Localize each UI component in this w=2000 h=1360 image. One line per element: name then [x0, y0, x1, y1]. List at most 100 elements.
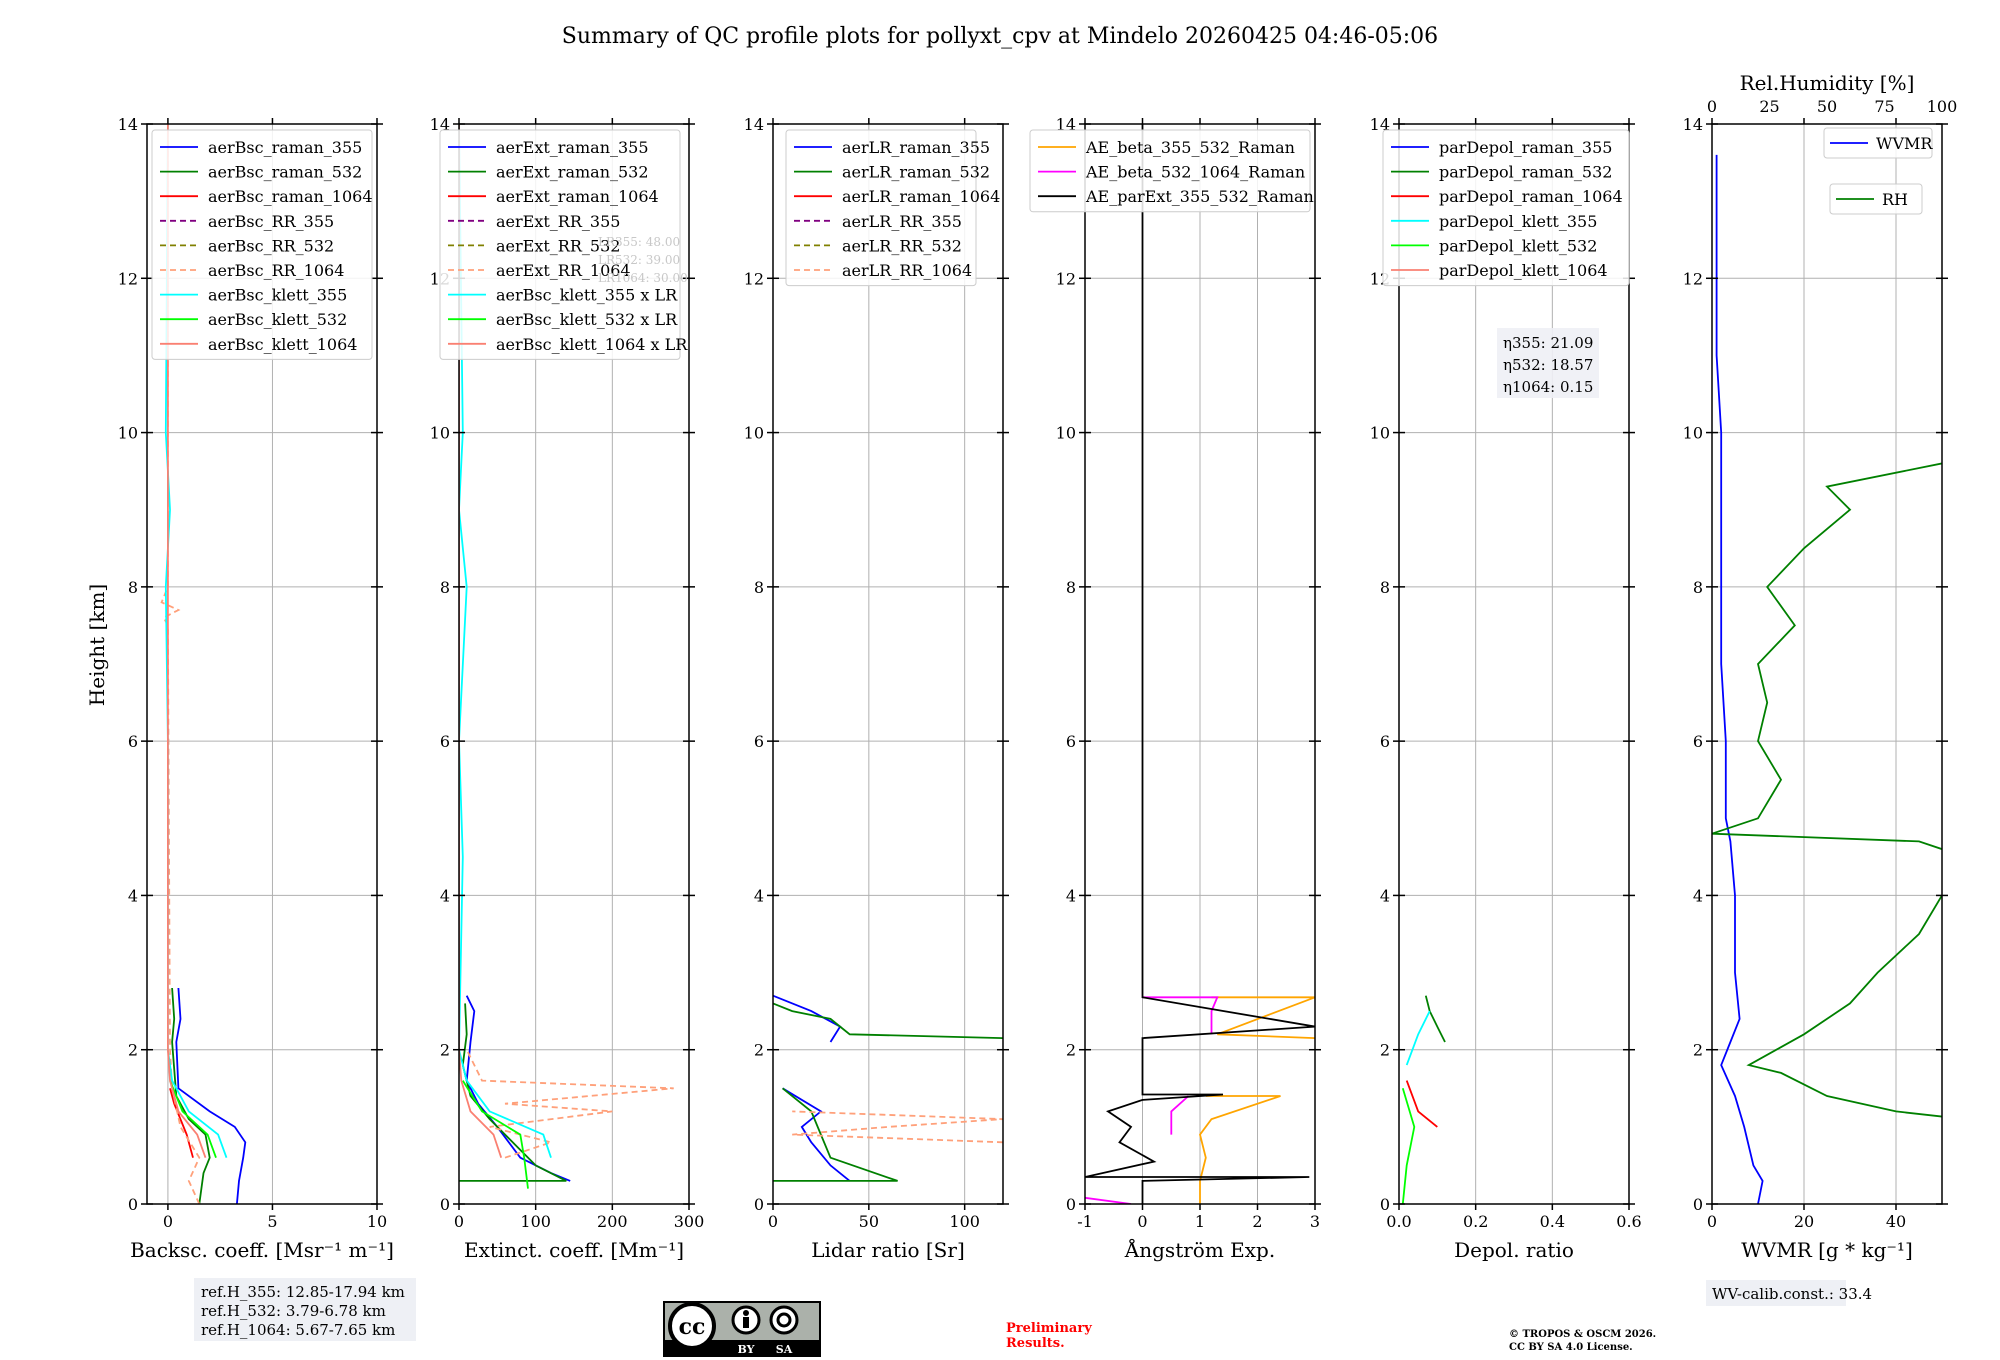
y-tick-label: 14	[1683, 115, 1703, 134]
x-tick-label: 0.4	[1540, 1212, 1565, 1231]
legend-box	[439, 129, 681, 360]
y-tick-label: 14	[1056, 115, 1076, 134]
y-tick-label: 2	[1693, 1041, 1703, 1060]
legend-box	[1823, 127, 1933, 159]
legend-label: parDepol_raman_532	[1439, 163, 1612, 182]
y-tick-label: 14	[118, 115, 138, 134]
preliminary-text-2: Results.	[1006, 1336, 1065, 1351]
y-tick-label: 14	[744, 115, 764, 134]
top-x-axis-label: Rel.Humidity [%]	[1740, 71, 1915, 95]
preliminary-text-1: Preliminary	[1006, 1321, 1092, 1336]
series-aerbsc-klett-355-x-lr	[459, 124, 552, 1158]
x-tick-label: 0	[454, 1212, 464, 1231]
legend-label: aerLR_raman_1064	[842, 187, 1000, 206]
series-aerext-rr-1064	[465, 1049, 674, 1159]
legend-label: aerExt_RR_1064	[496, 261, 631, 280]
cc-text: cc	[679, 1314, 706, 1340]
y-tick-label: 8	[1380, 578, 1390, 597]
x-tick-label: 200	[597, 1212, 628, 1231]
y-tick-label: 6	[754, 732, 764, 751]
copyright-line-2: CC BY SA 4.0 License.	[1509, 1342, 1633, 1353]
legend-label: AE_parExt_355_532_Raman	[1085, 187, 1314, 206]
series-group	[1401, 995, 1446, 1204]
legend-label: aerLR_RR_355	[842, 212, 962, 231]
legend: aerBsc_raman_355 aerBsc_raman_532 aerBsc_r…	[151, 129, 373, 360]
legend-label: RH	[1882, 190, 1908, 209]
series-pardepol-raman-1064	[1405, 1080, 1438, 1128]
cc-license-badge: cc BY SA	[663, 1301, 821, 1357]
x-axis-label: Extinct. coeff. [Mm⁻¹]	[464, 1238, 684, 1262]
y-tick-label: 10	[430, 424, 450, 443]
series-group	[459, 124, 674, 1189]
legend-box	[1829, 183, 1923, 215]
legend-label: aerExt_raman_355	[496, 138, 649, 157]
y-tick-label: 14	[1370, 115, 1390, 134]
legend-label: aerBsc_raman_532	[208, 163, 362, 182]
x-tick-label: 0	[1137, 1212, 1147, 1231]
x-tick-label: 50	[859, 1212, 879, 1231]
y-tick-label: 0	[440, 1195, 450, 1214]
y-tick-label: 8	[1066, 578, 1076, 597]
series-aerlr-raman-355	[782, 1087, 851, 1182]
series-ae-beta-355-532-raman	[1211, 996, 1315, 1039]
y-tick-label: 0	[128, 1195, 138, 1214]
x-axis-label: Ångström Exp.	[1124, 1237, 1275, 1262]
x-axis-label: WVMR [g * kg⁻¹]	[1741, 1238, 1913, 1262]
x-axis-label: Lidar ratio [Sr]	[811, 1238, 965, 1262]
legend: aerExt_raman_355 aerExt_raman_532 aerExt_r…	[439, 129, 688, 360]
y-tick-label: 6	[440, 732, 450, 751]
legend: AE_beta_355_532_Raman AE_beta_532_1064_Ra…	[1029, 129, 1314, 213]
legend-label: aerBsc_klett_532	[208, 310, 347, 329]
panel-bsc: 0 2 4 6 8 10 12 14 0 5 10 Backsc. coeff. [Msr⁻¹ m⁻¹…	[118, 115, 394, 1262]
legend-label: aerBsc_raman_1064	[208, 187, 373, 206]
share-alike-icon	[769, 1305, 799, 1335]
axes-frame	[146, 123, 378, 1205]
panels: 0 2 4 6 8 10 12 14 0 5 10 Backsc. coeff. [Msr⁻¹ m⁻¹…	[118, 71, 1958, 1262]
axes-frame	[458, 123, 690, 1205]
legend-label: aerLR_RR_532	[842, 236, 962, 255]
y-tick-label: 10	[118, 424, 138, 443]
copyright-line-1: © TROPOS & OSCM 2026.	[1509, 1329, 1656, 1340]
legend-label: aerBsc_klett_1064 x LR	[496, 335, 688, 354]
legend-label: parDepol_klett_1064	[1439, 261, 1608, 280]
y-tick-label: 0	[1693, 1195, 1703, 1214]
legend-label: aerLR_raman_532	[842, 163, 990, 182]
legend-label: aerExt_raman_532	[496, 163, 649, 182]
x-tick-label: 5	[267, 1212, 277, 1231]
legend-label: AE_beta_532_1064_Raman	[1085, 163, 1305, 182]
y-tick-label: 6	[128, 732, 138, 751]
y-tick-label: 12	[744, 269, 764, 288]
x-axis-label: Backsc. coeff. [Msr⁻¹ m⁻¹]	[130, 1238, 394, 1262]
lr-note: LR532: 39.00	[598, 253, 680, 267]
legend-label: WVMR	[1876, 134, 1933, 153]
series-aerlr-raman-532	[773, 1002, 1003, 1039]
x-tick-label: 0.0	[1386, 1212, 1411, 1231]
legend-box	[1382, 129, 1630, 287]
wv-calib-text: WV-calib.const.: 33.4	[1712, 1285, 1872, 1303]
series-group	[773, 994, 1003, 1182]
y-tick-label: 0	[754, 1195, 764, 1214]
sa-label: SA	[776, 1343, 793, 1356]
y-tick-label: 10	[1683, 424, 1703, 443]
y-tick-label: 12	[118, 269, 138, 288]
y-tick-label: 4	[1380, 886, 1390, 905]
top-x-tick-label: 25	[1759, 97, 1779, 116]
cc-icon	[668, 1302, 716, 1350]
y-tick-label: 6	[1066, 732, 1076, 751]
x-tick-label: 100	[520, 1212, 551, 1231]
legend-label: aerBsc_klett_532 x LR	[496, 310, 678, 329]
legend-label: aerExt_raman_1064	[496, 187, 659, 206]
y-tick-label: 8	[128, 578, 138, 597]
y-tick-label: 12	[1056, 269, 1076, 288]
panel-lr: 0 2 4 6 8 10 12 14 0 50 100 Lidar ratio [Sr] aerLR_r…	[744, 115, 1009, 1262]
lr-note: LR1064: 30.00	[598, 271, 688, 285]
x-tick-label: 100	[949, 1212, 980, 1231]
y-tick-label: 4	[1693, 886, 1703, 905]
legend-label: parDepol_raman_1064	[1439, 187, 1623, 206]
legend-label: aerBsc_raman_355	[208, 138, 362, 157]
x-tick-label: 300	[674, 1212, 705, 1231]
series-aerbsc-klett-1064-x-lr	[459, 124, 503, 1158]
wv-calib-box: WV-calib.const.: 33.4	[1706, 1280, 1872, 1306]
